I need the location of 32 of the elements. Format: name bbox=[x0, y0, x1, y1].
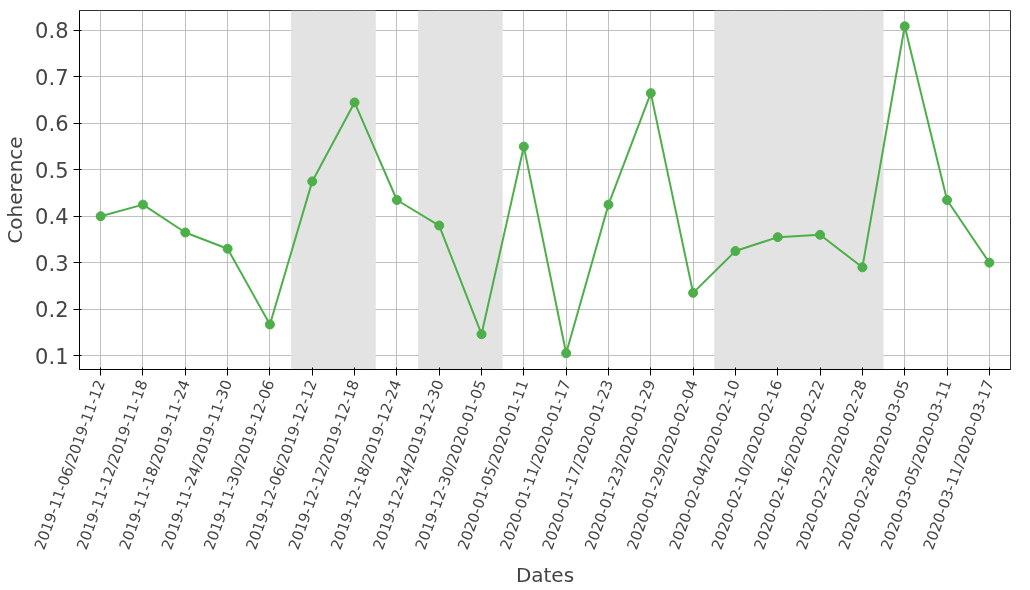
point bbox=[137, 199, 148, 210]
point bbox=[434, 220, 445, 231]
point bbox=[180, 227, 191, 238]
point bbox=[857, 262, 868, 273]
point bbox=[984, 257, 995, 268]
point bbox=[899, 21, 910, 32]
x-axis-title: Dates bbox=[515, 563, 575, 588]
point bbox=[815, 229, 826, 240]
y-tick-label: 0.2 bbox=[35, 298, 69, 323]
point bbox=[942, 194, 953, 205]
y-tick-label: 0.8 bbox=[35, 19, 69, 44]
point bbox=[603, 199, 614, 210]
point bbox=[95, 211, 106, 222]
point bbox=[349, 97, 360, 108]
y-tick-label: 0.3 bbox=[35, 251, 69, 276]
y-tick-label: 0.7 bbox=[35, 65, 69, 90]
point bbox=[518, 141, 529, 152]
point bbox=[307, 176, 318, 187]
y-tick-label: 0.4 bbox=[35, 205, 69, 230]
point bbox=[730, 246, 741, 257]
point bbox=[688, 287, 699, 298]
y-tick-label: 0.5 bbox=[35, 158, 69, 183]
point bbox=[222, 243, 233, 254]
y-tick-label: 0.1 bbox=[35, 344, 69, 369]
point bbox=[264, 319, 275, 330]
point bbox=[645, 88, 656, 99]
point bbox=[772, 232, 783, 243]
y-axis-title: Coherence bbox=[3, 136, 28, 244]
point bbox=[476, 329, 487, 340]
point bbox=[561, 348, 572, 359]
y-tick-label: 0.6 bbox=[35, 112, 69, 137]
point bbox=[391, 194, 402, 205]
